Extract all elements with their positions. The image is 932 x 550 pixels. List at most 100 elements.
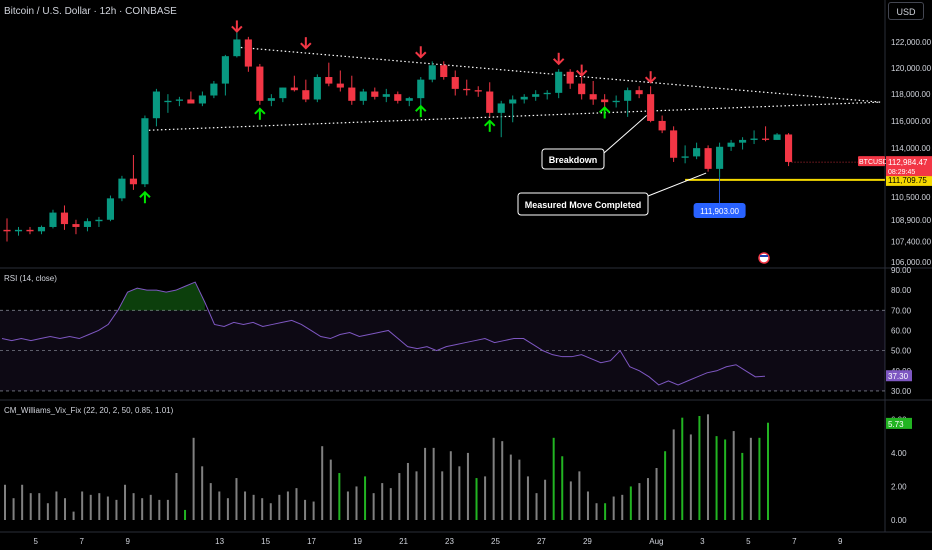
- time-axis-tick-label: 29: [583, 537, 592, 546]
- vix-bar: [381, 483, 384, 520]
- time-axis-tick-label: 23: [445, 537, 454, 546]
- candle-body: [106, 198, 115, 220]
- candle: [750, 130, 758, 145]
- candle-body: [405, 98, 413, 101]
- candle-body: [267, 98, 275, 101]
- time-axis-tick-label: 7: [792, 537, 797, 546]
- arrow-head: [598, 106, 611, 114]
- vix-bar: [226, 498, 229, 520]
- candle: [463, 79, 471, 96]
- candle: [693, 142, 701, 160]
- candle-body: [141, 118, 149, 185]
- candle-body: [313, 77, 321, 100]
- vix-bar: [501, 441, 504, 520]
- vix-bar: [432, 447, 435, 520]
- candle-body: [233, 39, 241, 57]
- candle: [210, 80, 218, 99]
- candle: [647, 86, 655, 123]
- candle-body: [83, 221, 92, 227]
- price-axis-tick-label: 110,500.00: [891, 193, 931, 202]
- vix-bar: [389, 488, 392, 520]
- current-price-tag: [886, 156, 932, 177]
- candle-body: [49, 212, 57, 227]
- vix-bar: [646, 478, 649, 520]
- price-axis-tick-label: 107,400.00: [891, 237, 932, 246]
- candle: [474, 86, 482, 97]
- current-price-label: 112,984.47: [888, 158, 928, 167]
- countdown-label: 08:29:45: [888, 169, 915, 176]
- vix-bar: [46, 503, 49, 520]
- candle-body: [555, 71, 563, 93]
- vix-bar: [595, 503, 598, 520]
- vix-bar: [509, 454, 512, 520]
- time-axis-tick-label: 7: [79, 537, 84, 546]
- vix-bar: [81, 491, 84, 520]
- rsi-current-tag: [886, 370, 912, 382]
- candle-body: [566, 71, 574, 84]
- candle-body: [417, 79, 425, 99]
- vix-bar: [98, 493, 101, 520]
- vix-bar: [749, 437, 752, 520]
- candle-body: [532, 94, 540, 97]
- vix-bar: [406, 462, 409, 520]
- rsi-axis-tick-label: 60.00: [891, 326, 912, 335]
- vix-bar: [612, 496, 615, 520]
- rsi-axis-tick-label: 90.00: [891, 266, 912, 275]
- vix-bar: [218, 491, 221, 520]
- candle-body: [716, 146, 724, 169]
- candle: [727, 139, 735, 151]
- rsi-current-label: 37.30: [888, 372, 909, 381]
- vix-bar: [724, 439, 727, 520]
- candle: [49, 209, 57, 229]
- currency-button[interactable]: USD: [888, 2, 924, 20]
- vix-axis-tick-label: 2.00: [891, 482, 907, 491]
- candle: [175, 96, 183, 107]
- candle: [784, 133, 793, 167]
- vix-bar: [158, 499, 161, 520]
- vix-bar: [252, 494, 255, 520]
- candle-body: [624, 90, 632, 101]
- candle-body: [152, 91, 160, 119]
- vix-bar: [201, 466, 204, 520]
- candle-body: [440, 65, 448, 78]
- vix-bar: [638, 483, 641, 520]
- candle-body: [382, 94, 390, 97]
- candle: [428, 61, 436, 83]
- vix-bar: [132, 493, 135, 520]
- candle-body: [336, 83, 344, 88]
- candle: [348, 75, 356, 105]
- candle: [244, 36, 252, 72]
- vix-bar: [329, 459, 332, 520]
- candle: [14, 226, 23, 236]
- vix-bar: [526, 476, 529, 520]
- candle-body: [784, 134, 793, 162]
- candle-body: [543, 92, 551, 95]
- candle-body: [210, 83, 218, 96]
- candle: [681, 145, 689, 164]
- price-axis-tick-label: 122,000.00: [891, 38, 932, 47]
- flag-outline: [758, 252, 770, 264]
- candle: [670, 126, 678, 162]
- candle: [739, 137, 747, 150]
- candle: [267, 94, 275, 107]
- candle: [3, 218, 11, 242]
- up-arrow-icon: [484, 119, 496, 132]
- vix-bar: [244, 491, 247, 520]
- rsi-overbought-fill: [117, 282, 205, 311]
- vix-bar: [286, 491, 289, 520]
- rsi-band: [0, 310, 885, 391]
- vix-bar: [458, 466, 461, 520]
- vix-bar: [449, 451, 452, 520]
- rsi-title: RSI (14, close): [4, 274, 57, 283]
- vix-bar: [424, 447, 427, 520]
- vix-bar: [706, 414, 709, 520]
- candle: [635, 86, 643, 99]
- vix-bar: [732, 431, 735, 520]
- candle: [543, 90, 551, 100]
- candle-body: [727, 142, 735, 147]
- candle-body: [244, 39, 252, 67]
- candle-body: [670, 130, 678, 158]
- candle: [532, 90, 540, 101]
- candle-body: [486, 91, 494, 113]
